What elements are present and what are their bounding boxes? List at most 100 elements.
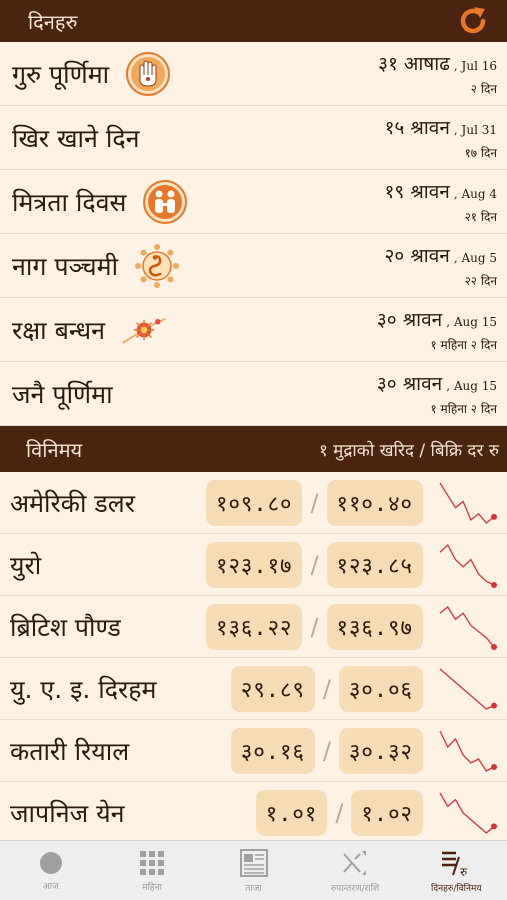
festival-name: गुरु पूर्णिमा bbox=[12, 59, 110, 89]
rate-separator: / bbox=[310, 550, 319, 579]
festival-date-nepali: ३० श्रावन bbox=[376, 373, 443, 395]
festival-name: जनै पूर्णिमा bbox=[12, 379, 113, 409]
currency-rates: २९.८९ / ३०.०६ bbox=[230, 664, 499, 714]
trend-last-point bbox=[491, 643, 497, 650]
festival-date-nepali: ३१ आषाढ bbox=[378, 53, 450, 75]
festival-row[interactable]: खिर खाने दिन १५ श्रावन, Jul 31 १७ दिन bbox=[0, 106, 507, 170]
buy-rate: २९.८९ bbox=[230, 665, 315, 712]
currency-name: युरो bbox=[10, 550, 42, 580]
snake-icon bbox=[134, 243, 180, 289]
festival-name: रक्षा बन्धन bbox=[12, 315, 106, 345]
tab-news-label: ताजा bbox=[245, 883, 262, 894]
rate-separator: / bbox=[310, 612, 319, 641]
refresh-button[interactable] bbox=[455, 3, 491, 39]
festival-date-nepali: २० श्रावन bbox=[384, 245, 450, 267]
trend-line bbox=[439, 792, 495, 834]
currency-name: जापनिज येन bbox=[10, 798, 125, 828]
festival-remaining: २ दिन bbox=[470, 82, 497, 96]
festival-remaining: २१ दिन bbox=[464, 210, 497, 224]
svg-text:रु: रु bbox=[460, 865, 468, 878]
trend-last-point bbox=[491, 581, 497, 588]
buy-rate: १.०१ bbox=[255, 789, 328, 836]
festival-date: १९ श्रावन, Aug 4 २१ दिन bbox=[385, 178, 497, 225]
festival-date-english: , Jul 31 bbox=[453, 123, 497, 137]
convert-icon bbox=[343, 850, 366, 875]
buy-rate: ३०.१६ bbox=[230, 727, 315, 774]
currency-row[interactable]: ब्रिटिश पौण्ड १३६.२२ / १३६.९७ bbox=[0, 596, 507, 658]
tab-month[interactable]: महिना bbox=[101, 841, 202, 900]
currency-row[interactable]: अमेरिकी डलर १०९.८० / ११०.४० bbox=[0, 472, 507, 534]
currency-name: ब्रिटिश पौण्ड bbox=[10, 612, 121, 642]
festival-remaining: १ महिना २ दिन bbox=[430, 402, 498, 416]
exchange-list: अमेरिकी डलर १०९.८० / ११०.४० युरो १२३.१७ … bbox=[0, 472, 507, 844]
buy-rate: १२३.१७ bbox=[206, 541, 303, 588]
festival-date-nepali: १५ श्रावन bbox=[384, 117, 450, 139]
refresh-icon bbox=[460, 7, 486, 34]
festival-remaining: १७ दिन bbox=[464, 146, 497, 160]
festivals-header: दिनहरु bbox=[0, 0, 507, 42]
trend-sparkline bbox=[439, 482, 497, 524]
month-grid-icon bbox=[140, 850, 165, 875]
trend-last-point bbox=[491, 763, 497, 770]
trend-line bbox=[439, 730, 495, 772]
currency-rates: १.०१ / १.०२ bbox=[255, 788, 499, 838]
currency-row[interactable]: कतारी रियाल ३०.१६ / ३०.३२ bbox=[0, 720, 507, 782]
bottom-tab-bar: आज महिना ताजा रु bbox=[0, 840, 507, 900]
news-icon bbox=[239, 848, 268, 877]
tab-month-label: महिना bbox=[142, 882, 163, 893]
festival-row[interactable]: मित्रता दिवस १९ श्रावन, Aug 4 २१ दिन bbox=[0, 170, 507, 234]
today-icon bbox=[39, 851, 62, 874]
currency-name: कतारी रियाल bbox=[10, 736, 130, 766]
festival-date-nepali: ३० श्रावन bbox=[376, 309, 443, 331]
festival-list: गुरु पूर्णिमा ३१ आषाढ, Jul 16 २ दिन खिर … bbox=[0, 42, 507, 426]
trend-sparkline bbox=[439, 543, 497, 588]
rate-separator: / bbox=[322, 736, 331, 765]
sell-rate: ३०.३२ bbox=[338, 727, 423, 774]
sell-rate: १.०२ bbox=[351, 789, 423, 836]
exchange-header-caption: १ मुद्राको खरिद / बिक्रि दर रु bbox=[318, 440, 499, 461]
festival-date: ३० श्रावन, Aug 15 १ महिना २ दिन bbox=[377, 370, 497, 417]
buy-rate: १३६.२२ bbox=[206, 603, 303, 650]
trend-last-point bbox=[491, 702, 497, 709]
festival-date-english: , Aug 5 bbox=[453, 251, 497, 265]
currency-row[interactable]: जापनिज येन १.०१ / १.०२ bbox=[0, 782, 507, 844]
tab-days-exchange[interactable]: रु दिनहरु/विनिमय bbox=[406, 841, 507, 900]
festival-date-english: , Aug 15 bbox=[446, 379, 497, 393]
festival-row[interactable]: गुरु पूर्णिमा ३१ आषाढ, Jul 16 २ दिन bbox=[0, 42, 507, 106]
tab-today-label: आज bbox=[42, 881, 59, 892]
rate-separator: / bbox=[322, 674, 331, 703]
currency-row[interactable]: यु. ए. इ. दिरहम २९.८९ / ३०.०६ bbox=[0, 658, 507, 720]
rakhi-icon bbox=[121, 307, 167, 353]
trend-sparkline bbox=[439, 792, 497, 834]
tab-convert[interactable]: रुपान्तरण/राशि bbox=[304, 841, 405, 900]
festival-row[interactable]: नाग पञ्चमी २० श्रावन, Aug 5 २२ दिन bbox=[0, 234, 507, 298]
festival-date: ३० श्रावन, Aug 15 १ महिना २ दिन bbox=[377, 306, 497, 353]
festival-date-english: , Jul 16 bbox=[453, 59, 497, 73]
exchange-header: विनिमय १ मुद्राको खरिद / बिक्रि दर रु bbox=[0, 426, 507, 472]
currency-name: यु. ए. इ. दिरहम bbox=[10, 674, 157, 704]
buy-rate: १०९.८० bbox=[206, 479, 303, 526]
tab-convert-label: रुपान्तरण/राशि bbox=[330, 883, 380, 894]
currency-rates: १३६.२२ / १३६.९७ bbox=[206, 602, 499, 652]
tab-news[interactable]: ताजा bbox=[203, 841, 304, 900]
exchange-header-title: विनिमय bbox=[26, 437, 83, 462]
days-exchange-icon: रु bbox=[442, 851, 468, 878]
trend-line bbox=[439, 543, 495, 586]
currency-name: अमेरिकी डलर bbox=[10, 488, 135, 518]
tab-today[interactable]: आज bbox=[0, 841, 101, 900]
festival-name: खिर खाने दिन bbox=[12, 123, 140, 153]
festival-remaining: २२ दिन bbox=[464, 274, 497, 288]
rate-separator: / bbox=[335, 798, 344, 827]
festival-date-nepali: १९ श्रावन bbox=[384, 181, 450, 203]
festival-row[interactable]: जनै पूर्णिमा ३० श्रावन, Aug 15 १ महिना २… bbox=[0, 362, 507, 426]
festival-name: नाग पञ्चमी bbox=[12, 251, 119, 281]
currency-rates: ३०.१६ / ३०.३२ bbox=[230, 726, 499, 776]
trend-last-point bbox=[491, 822, 497, 829]
sell-rate: ११०.४० bbox=[326, 479, 423, 526]
festival-row[interactable]: रक्षा बन्धन ३० श्रावन, Aug 15 १ महिना २ … bbox=[0, 298, 507, 362]
currency-row[interactable]: युरो १२३.१७ / १२३.८५ bbox=[0, 534, 507, 596]
festival-remaining: १ महिना २ दिन bbox=[430, 338, 498, 352]
trend-sparkline bbox=[439, 730, 497, 772]
rate-separator: / bbox=[310, 488, 319, 517]
trend-sparkline bbox=[439, 605, 497, 650]
